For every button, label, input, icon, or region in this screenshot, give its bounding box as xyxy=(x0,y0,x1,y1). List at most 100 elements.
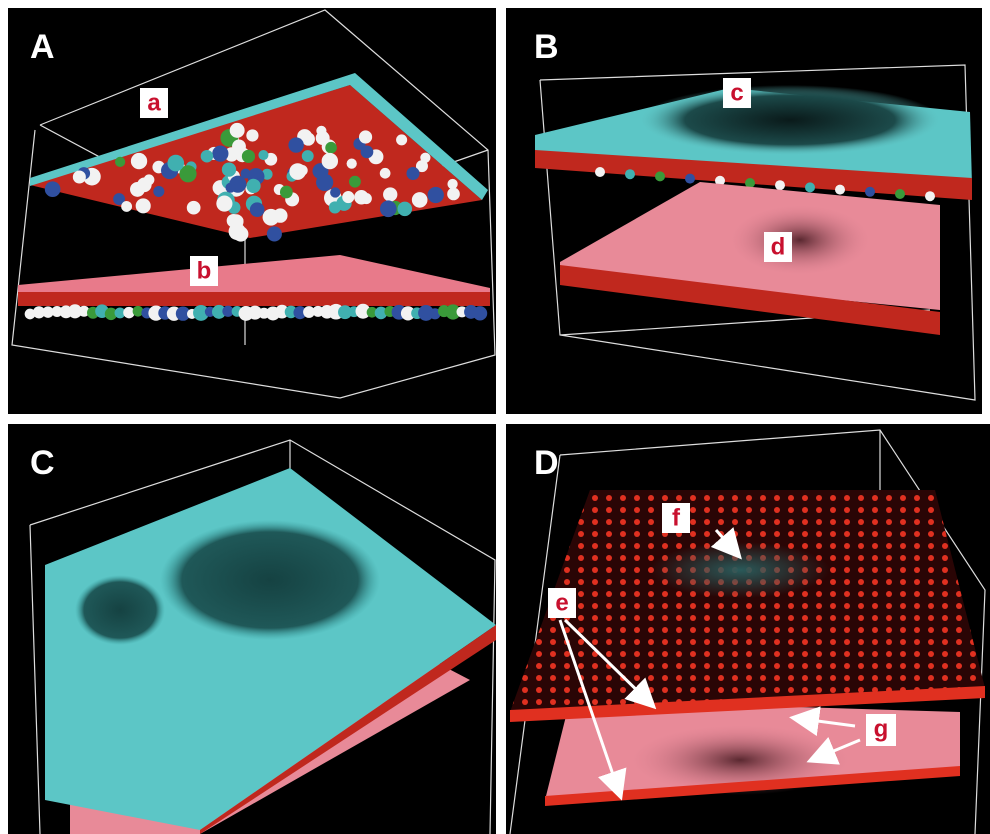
particle xyxy=(354,190,369,205)
particle xyxy=(397,201,413,217)
particle xyxy=(330,187,341,198)
particle xyxy=(325,141,337,154)
particle xyxy=(358,130,373,144)
particle xyxy=(32,306,46,319)
particle xyxy=(115,156,126,168)
particle xyxy=(293,306,307,320)
particle xyxy=(379,200,397,218)
particle xyxy=(303,306,315,318)
particle xyxy=(233,226,249,242)
particle xyxy=(360,145,374,159)
panel-letter: C xyxy=(30,444,55,482)
particle xyxy=(135,198,151,214)
label: a xyxy=(147,89,161,116)
particle xyxy=(338,305,352,320)
particle xyxy=(266,226,282,242)
label: g xyxy=(874,715,889,742)
particle xyxy=(342,191,355,204)
particle xyxy=(123,306,135,319)
particle xyxy=(418,305,434,321)
particle xyxy=(78,305,90,317)
particle xyxy=(447,187,460,201)
particle xyxy=(400,306,416,321)
particle xyxy=(275,304,289,319)
particle xyxy=(745,178,755,188)
panel-c xyxy=(8,424,496,834)
label: c xyxy=(730,79,743,106)
particle xyxy=(715,175,725,186)
particle xyxy=(241,149,256,163)
particle xyxy=(246,178,261,194)
particle xyxy=(355,303,371,319)
label: d xyxy=(771,233,786,260)
particle xyxy=(379,167,391,179)
particle xyxy=(113,193,126,205)
particle xyxy=(42,306,54,318)
particle xyxy=(321,152,339,170)
particle xyxy=(51,306,63,317)
particle xyxy=(225,182,236,193)
particle xyxy=(445,304,461,320)
particle xyxy=(685,173,695,184)
particle xyxy=(775,180,785,191)
particle xyxy=(288,137,304,153)
particle xyxy=(67,304,83,319)
particle xyxy=(625,169,635,180)
particle xyxy=(346,158,357,169)
particle xyxy=(153,185,165,197)
particle xyxy=(249,202,265,217)
particle xyxy=(216,195,233,212)
particle xyxy=(44,181,61,198)
particle xyxy=(411,192,428,208)
particle xyxy=(114,307,126,319)
particle xyxy=(72,170,86,184)
particle xyxy=(232,215,244,227)
particle xyxy=(865,186,875,197)
particle xyxy=(383,187,398,202)
particle xyxy=(374,306,388,320)
particle xyxy=(805,182,815,193)
particle xyxy=(925,191,935,202)
particle xyxy=(24,308,36,320)
particle xyxy=(179,165,197,183)
particle xyxy=(429,308,441,320)
panel-b xyxy=(506,8,982,414)
label: f xyxy=(672,504,681,531)
particle xyxy=(130,152,148,170)
panel-d xyxy=(506,424,990,834)
particle xyxy=(212,145,229,162)
particle xyxy=(273,208,288,223)
particle xyxy=(396,134,408,146)
particle xyxy=(655,171,665,182)
particle xyxy=(427,186,444,204)
particle xyxy=(222,305,234,317)
particle xyxy=(246,129,259,142)
particle xyxy=(472,306,488,321)
particle xyxy=(232,139,246,154)
particle xyxy=(366,306,378,318)
particle xyxy=(132,305,144,317)
particle xyxy=(595,167,605,177)
particle xyxy=(258,150,269,161)
particle xyxy=(130,181,145,197)
particle xyxy=(175,306,191,321)
particle xyxy=(316,125,327,136)
particle xyxy=(212,304,226,319)
particle xyxy=(193,304,209,321)
particle xyxy=(121,201,133,212)
particle xyxy=(229,122,245,138)
particle xyxy=(104,307,118,321)
particle xyxy=(143,174,155,186)
particle xyxy=(415,160,428,173)
label: e xyxy=(555,589,568,616)
particle xyxy=(247,305,263,320)
particle xyxy=(406,166,420,181)
particle xyxy=(279,185,293,199)
particle xyxy=(221,162,237,177)
panel-letter: A xyxy=(30,28,55,66)
particle xyxy=(895,189,905,199)
panel-a xyxy=(8,8,496,414)
particle xyxy=(186,200,201,215)
particle xyxy=(835,184,845,195)
